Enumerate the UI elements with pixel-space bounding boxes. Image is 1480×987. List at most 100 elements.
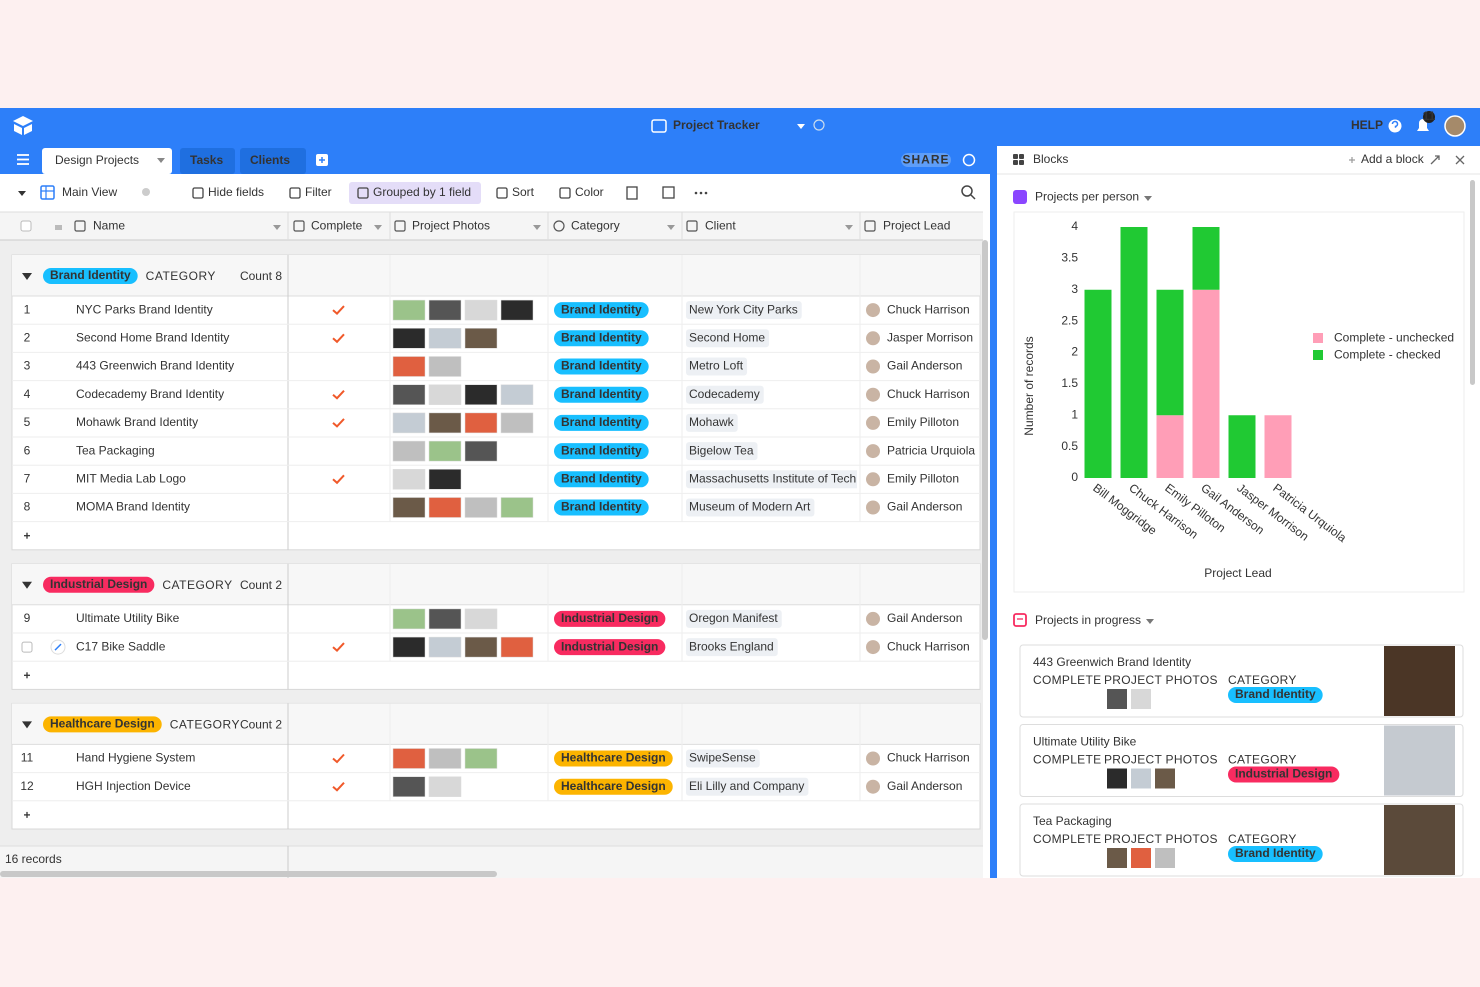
- photo-thumbnail[interactable]: [500, 636, 534, 658]
- photo-thumbnail[interactable]: [428, 636, 462, 658]
- history-icon[interactable]: [962, 153, 976, 167]
- bar[interactable]: [1156, 289, 1184, 416]
- column-header[interactable]: Project Lead: [883, 219, 950, 233]
- column-header[interactable]: Category: [571, 219, 620, 233]
- photo-thumbnail[interactable]: [464, 328, 498, 349]
- photo-thumbnail[interactable]: [392, 384, 426, 405]
- search-icon[interactable]: [961, 185, 973, 197]
- column-header[interactable]: Project Photos: [412, 219, 490, 233]
- photo-thumbnail[interactable]: [464, 440, 498, 462]
- column-header[interactable]: Complete: [311, 219, 363, 233]
- add-block[interactable]: Add a block: [1361, 152, 1425, 166]
- photo-thumbnail[interactable]: [392, 497, 426, 518]
- record-name[interactable]: HGH Injection Device: [76, 779, 191, 793]
- photo-thumbnail[interactable]: [392, 608, 426, 630]
- record-name[interactable]: Ultimate Utility Bike: [76, 611, 180, 625]
- photo-thumbnail[interactable]: [392, 469, 426, 490]
- toolbar-button[interactable]: Color: [575, 185, 604, 199]
- client[interactable]: New York City Parks: [689, 302, 798, 316]
- toolbar-button[interactable]: Hide fields: [208, 185, 264, 199]
- record-name[interactable]: C17 Bike Saddle: [76, 639, 166, 653]
- tab-label[interactable]: Clients: [250, 153, 290, 167]
- record-card[interactable]: [1019, 724, 1464, 797]
- toolbar-button[interactable]: Grouped by 1 field: [373, 185, 471, 199]
- toolbar-button[interactable]: Filter: [305, 185, 332, 199]
- view-name[interactable]: Main View: [62, 185, 117, 199]
- client[interactable]: Mohawk: [689, 415, 735, 429]
- photo-thumbnail[interactable]: [464, 608, 498, 630]
- photo-thumbnail[interactable]: [392, 776, 426, 797]
- select-all[interactable]: [20, 220, 32, 232]
- list-block-title[interactable]: Projects in progress: [1035, 613, 1141, 627]
- tab-label[interactable]: Design Projects: [55, 153, 139, 167]
- client[interactable]: Museum of Modern Art: [689, 500, 811, 514]
- client[interactable]: Metro Loft: [689, 359, 744, 373]
- client[interactable]: Massachusetts Institute of Tech: [689, 471, 856, 485]
- photo-thumbnail[interactable]: [500, 299, 534, 321]
- tab[interactable]: [42, 148, 172, 174]
- record-name[interactable]: Second Home Brand Identity: [76, 330, 229, 344]
- avatar[interactable]: [1444, 115, 1466, 137]
- photo-thumbnail[interactable]: [428, 497, 462, 518]
- photo-thumbnail[interactable]: [464, 412, 498, 434]
- more-icon[interactable]: [694, 191, 698, 195]
- column-header[interactable]: Client: [705, 219, 736, 233]
- help[interactable]: HELP: [1351, 118, 1383, 132]
- record-card[interactable]: [1019, 803, 1464, 877]
- photo-thumbnail[interactable]: [464, 299, 498, 321]
- photo-thumbnail[interactable]: [392, 412, 426, 434]
- photo-thumbnail[interactable]: [392, 748, 426, 769]
- bar[interactable]: [1264, 415, 1292, 478]
- photo-thumbnail[interactable]: [428, 608, 462, 630]
- photo-thumbnail[interactable]: [428, 356, 462, 377]
- photo-thumbnail[interactable]: [428, 776, 462, 797]
- record-name[interactable]: MOMA Brand Identity: [76, 500, 190, 514]
- tab-label[interactable]: Tasks: [190, 153, 223, 167]
- photo-thumbnail[interactable]: [500, 412, 534, 434]
- client[interactable]: Codecademy: [689, 387, 760, 401]
- photo-thumbnail[interactable]: [428, 384, 462, 405]
- photo-thumbnail[interactable]: [428, 328, 462, 349]
- more-icon[interactable]: [699, 191, 703, 195]
- record-card[interactable]: [1019, 644, 1464, 718]
- bar[interactable]: [1156, 415, 1184, 478]
- record-name[interactable]: Mohawk Brand Identity: [76, 415, 198, 429]
- column-header[interactable]: Name: [93, 219, 125, 233]
- share-button[interactable]: [901, 153, 951, 167]
- photo-thumbnail[interactable]: [392, 440, 426, 462]
- tab[interactable]: [240, 148, 306, 174]
- photo-thumbnail[interactable]: [428, 748, 462, 769]
- photo-thumbnail[interactable]: [464, 636, 498, 658]
- record-name[interactable]: NYC Parks Brand Identity: [76, 302, 213, 316]
- record-name[interactable]: Hand Hygiene System: [76, 751, 195, 765]
- chart-block-title[interactable]: Projects per person: [1035, 190, 1139, 204]
- bar[interactable]: [1228, 415, 1256, 478]
- client[interactable]: SwipeSense: [689, 751, 756, 765]
- client[interactable]: Oregon Manifest: [689, 611, 778, 625]
- photo-thumbnail[interactable]: [392, 299, 426, 321]
- photo-thumbnail[interactable]: [392, 636, 426, 658]
- photo-thumbnail[interactable]: [392, 356, 426, 377]
- record-name[interactable]: Tea Packaging: [76, 443, 155, 457]
- client[interactable]: Brooks England: [689, 639, 774, 653]
- bar[interactable]: [1084, 289, 1112, 478]
- photo-thumbnail[interactable]: [392, 328, 426, 349]
- photo-thumbnail[interactable]: [428, 412, 462, 434]
- row-checkbox[interactable]: [21, 641, 33, 653]
- share-label[interactable]: SHARE: [902, 153, 949, 167]
- record-name[interactable]: Codecademy Brand Identity: [76, 387, 224, 401]
- photo-thumbnail[interactable]: [464, 748, 498, 769]
- bar[interactable]: [1192, 289, 1220, 478]
- bar[interactable]: [1192, 227, 1220, 290]
- photo-thumbnail[interactable]: [464, 497, 498, 518]
- tab[interactable]: [180, 148, 235, 174]
- record-name[interactable]: 443 Greenwich Brand Identity: [76, 359, 234, 373]
- bar[interactable]: [1120, 227, 1148, 478]
- photo-thumbnail[interactable]: [428, 469, 462, 490]
- photo-thumbnail[interactable]: [428, 440, 462, 462]
- more-icon[interactable]: [704, 191, 708, 195]
- client[interactable]: Bigelow Tea: [689, 443, 754, 457]
- client[interactable]: Eli Lilly and Company: [689, 779, 804, 793]
- photo-thumbnail[interactable]: [500, 384, 534, 405]
- client[interactable]: Second Home: [689, 330, 765, 344]
